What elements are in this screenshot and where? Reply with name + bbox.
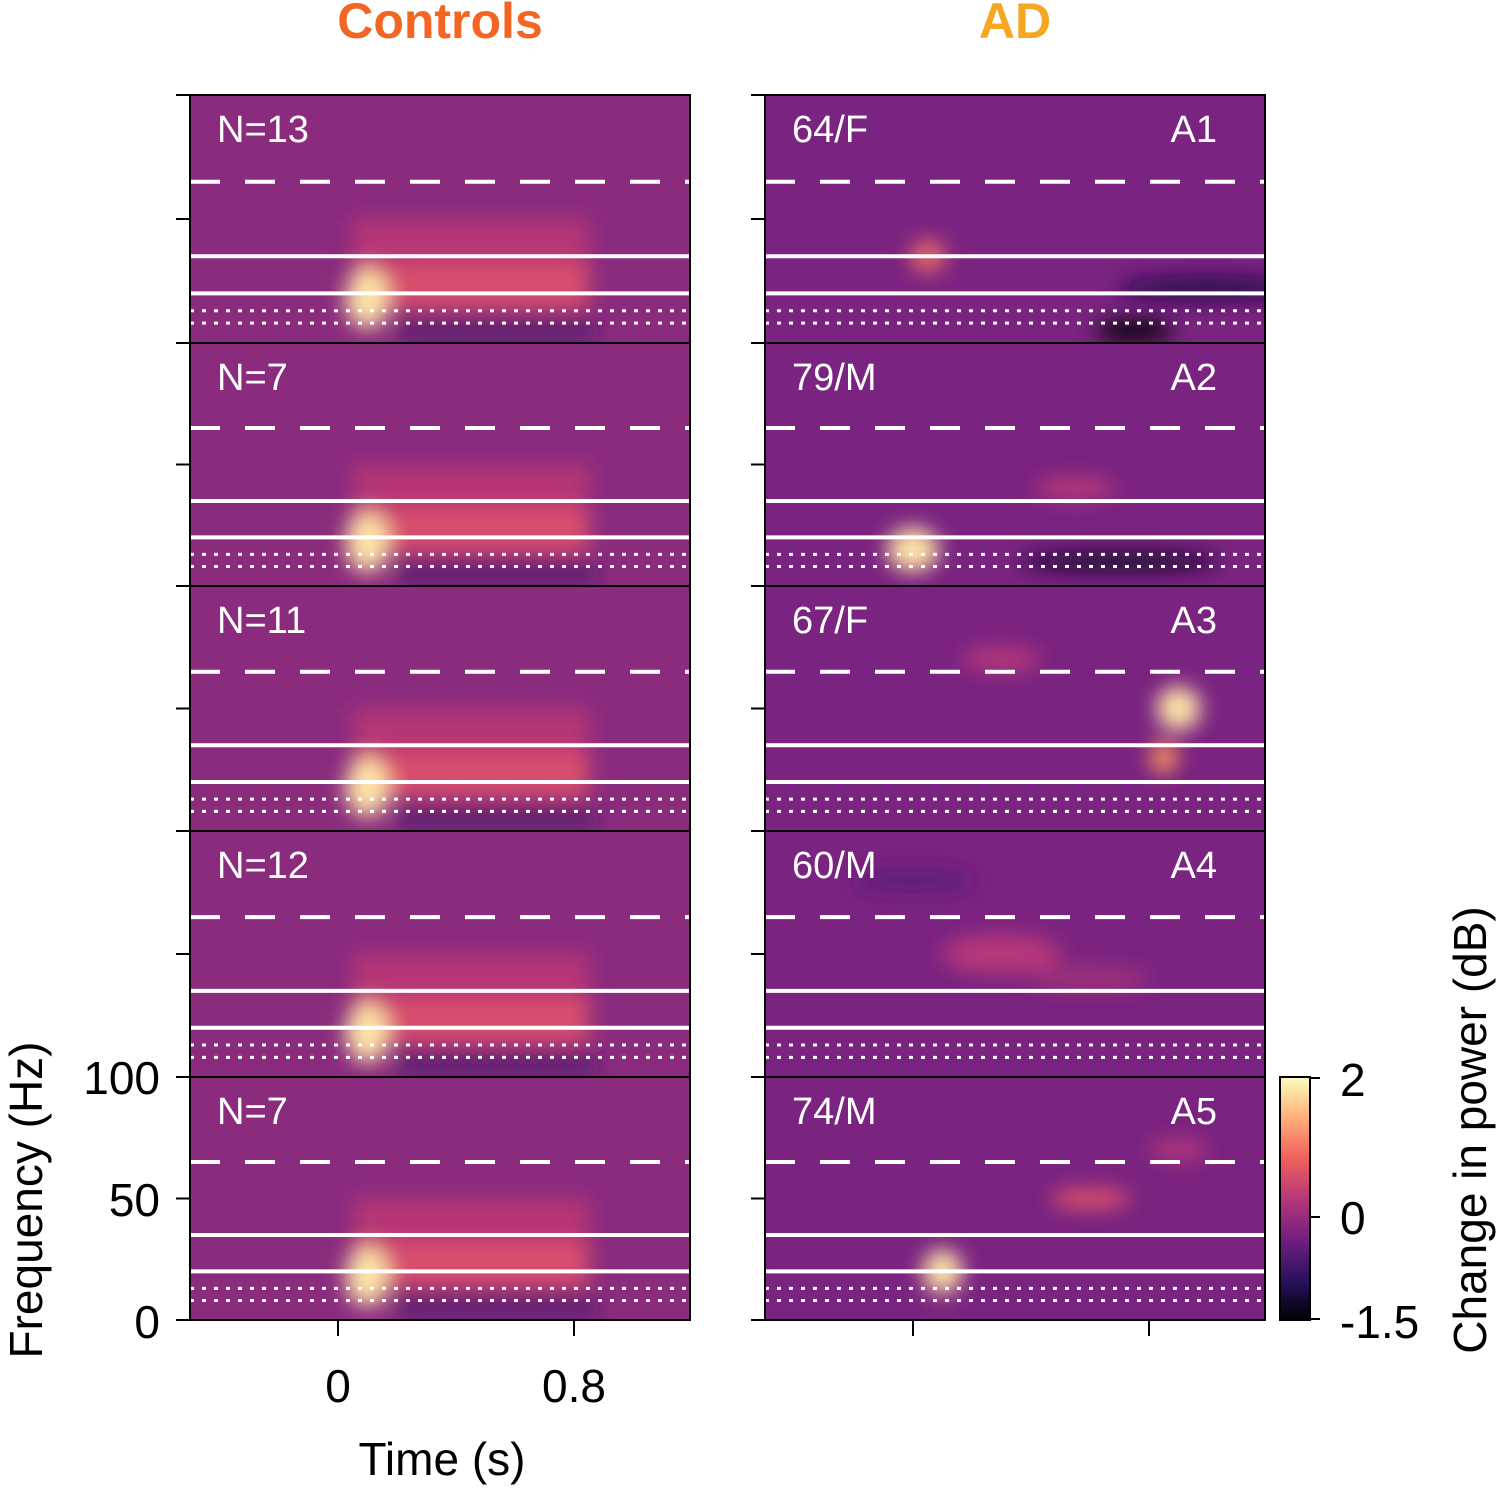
band-lines <box>765 915 1265 1059</box>
band-lines <box>765 426 1265 569</box>
band-lines <box>190 915 690 1059</box>
panel-ad-1: 64/F A1 <box>764 94 1266 344</box>
band-lines <box>765 1160 1265 1303</box>
colorbar-tick-2: 2 <box>1340 1054 1366 1106</box>
panel-label: N=7 <box>217 357 288 399</box>
panel-ad-5: 74/M A5 <box>764 1076 1266 1321</box>
panel-label: 60/M <box>792 845 876 887</box>
subject-id: A2 <box>1171 357 1217 399</box>
panel-label: 64/F <box>792 109 868 151</box>
x-tick-label-0: 0 <box>325 1360 351 1412</box>
band-lines <box>190 1160 690 1303</box>
panel-controls-1: N=13 <box>189 94 691 344</box>
colorbar-tick-0: 0 <box>1340 1192 1366 1244</box>
panel-label: N=11 <box>217 600 306 642</box>
colorbar-label: Change in power (dB) <box>1444 906 1496 1353</box>
panel-label: 79/M <box>792 357 876 399</box>
heatmap-background <box>765 95 1265 343</box>
panel-ad-3: 67/F A3 <box>764 585 1266 832</box>
panel-controls-5: N=7 <box>189 1076 691 1321</box>
band-lines <box>765 669 1265 813</box>
subject-id: A1 <box>1171 109 1217 151</box>
panel-ad-4: 60/M A4 <box>764 830 1266 1078</box>
colorbar-ticks <box>1310 1077 1320 1320</box>
band-lines <box>190 669 690 813</box>
panel-label: N=13 <box>217 109 309 151</box>
colorbar-tick-neg1.5: -1.5 <box>1340 1296 1419 1348</box>
panel-ad-2: 79/M A2 <box>764 342 1266 587</box>
heatmap-background <box>765 1077 1265 1320</box>
panel-controls-4: N=12 <box>189 830 691 1078</box>
subject-id: A5 <box>1171 1091 1217 1133</box>
y-tick-label-0: 0 <box>134 1296 160 1348</box>
x-axis-label: Time (s) <box>359 1433 526 1485</box>
colorbar <box>1279 1076 1311 1321</box>
panel-label: N=12 <box>217 845 309 887</box>
band-lines <box>765 179 1265 325</box>
ad-column-title: AD <box>979 0 1051 49</box>
band-lines <box>190 179 690 325</box>
panel-controls-3: N=11 <box>189 585 691 832</box>
heatmap-panels: N=13 N=7 N=11 N=12 N=7 64/F A1 79/M A2 67/F A3 60/M… <box>189 94 1266 1321</box>
axes <box>176 94 1150 1336</box>
x-tick-label-0.8: 0.8 <box>542 1360 606 1412</box>
panel-label: N=7 <box>217 1091 288 1133</box>
band-lines <box>190 426 690 569</box>
y-axis-label: Frequency (Hz) <box>0 1042 52 1359</box>
controls-column-title: Controls <box>337 0 543 49</box>
subject-id: A4 <box>1171 845 1217 887</box>
subject-id: A3 <box>1171 600 1217 642</box>
panel-label: 74/M <box>792 1091 876 1133</box>
panel-label: 67/F <box>792 600 868 642</box>
y-tick-label-100: 100 <box>83 1052 160 1104</box>
panel-controls-2: N=7 <box>189 342 691 587</box>
y-tick-label-50: 50 <box>109 1174 160 1226</box>
heatmap-background <box>765 343 1265 586</box>
